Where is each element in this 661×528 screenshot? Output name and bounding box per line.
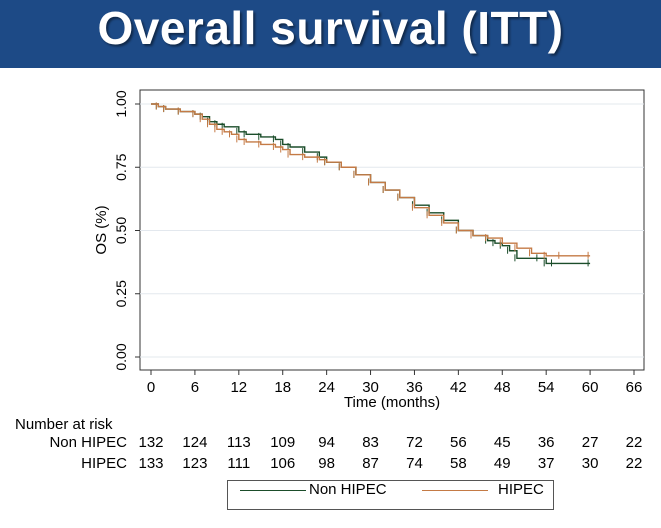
risk-value: 87 (362, 455, 379, 472)
km-curve-hipec (151, 103, 591, 257)
survival-chart: 0.00 0.25 0.50 0.75 1.00 0 6 12 18 24 30 36 42 48 54 60… (93, 89, 645, 411)
x-tick-label: 48 (494, 379, 511, 396)
risk-value: 22 (625, 455, 643, 472)
risk-value: 58 (450, 455, 467, 472)
risk-value: 36 (537, 434, 555, 451)
risk-value: 56 (450, 434, 467, 451)
risk-value: 83 (362, 434, 379, 451)
x-tick-label: 36 (406, 379, 423, 396)
legend-swatch-non-hipec (240, 490, 306, 491)
legend-label-hipec: HIPEC (498, 481, 544, 498)
y-tick-label: 0.50 (113, 217, 129, 244)
risk-value: 72 (406, 434, 423, 451)
risk-value: 22 (625, 434, 643, 451)
legend-swatch-hipec (422, 490, 488, 491)
risk-value: 123 (182, 455, 208, 472)
x-tick-label: 6 (191, 379, 199, 396)
risk-value: 133 (138, 455, 164, 472)
risk-value: 45 (493, 434, 511, 451)
risk-value: 132 (138, 434, 164, 451)
x-tick-label: 0 (147, 379, 155, 396)
x-tick-label: 66 (626, 379, 643, 396)
x-tick-label: 24 (318, 379, 335, 396)
page-title: Overall survival (ITT) (97, 2, 564, 54)
title-banner: Overall survival (ITT) (0, 0, 661, 68)
x-tick-label: 42 (450, 379, 467, 396)
y-tick-label: 0.75 (113, 153, 129, 180)
x-axis-title: Time (months) (344, 394, 440, 411)
y-tick-label: 1.00 (113, 90, 129, 117)
x-tick-label: 54 (538, 379, 555, 396)
risk-table-title: Number at risk (15, 416, 113, 433)
risk-value: 124 (182, 434, 208, 451)
risk-value: 113 (226, 434, 251, 451)
y-tick-label: 0.25 (113, 280, 129, 307)
chart-legend: Non HIPEC HIPEC (227, 480, 554, 510)
y-axis-title: OS (%) (93, 205, 110, 254)
risk-value: 74 (406, 455, 423, 472)
risk-value: 30 (581, 455, 599, 472)
risk-value: 27 (581, 434, 599, 451)
y-tick-label: 0.00 (113, 343, 129, 370)
x-tick-label: 60 (582, 379, 599, 396)
risk-value: 111 (227, 455, 251, 472)
risk-value: 109 (270, 434, 296, 451)
x-tick-label: 18 (274, 379, 291, 396)
risk-row: Non HIPEC 132 124 113 109 94 83 72 56 45 36 27 22 (0, 434, 661, 452)
x-tick-label: 30 (362, 379, 379, 396)
risk-value: 98 (318, 455, 335, 472)
risk-value: 37 (537, 455, 555, 472)
risk-row-label: Non HIPEC (49, 434, 127, 451)
risk-value: 49 (493, 455, 511, 472)
legend-label-non-hipec: Non HIPEC (309, 481, 387, 498)
risk-value: 94 (318, 434, 335, 451)
x-tick-label: 12 (230, 379, 247, 396)
risk-value: 106 (270, 455, 296, 472)
risk-row-label: HIPEC (81, 455, 127, 472)
risk-row: HIPEC 133 123 111 106 98 87 74 58 49 37 30 22 (0, 455, 661, 473)
